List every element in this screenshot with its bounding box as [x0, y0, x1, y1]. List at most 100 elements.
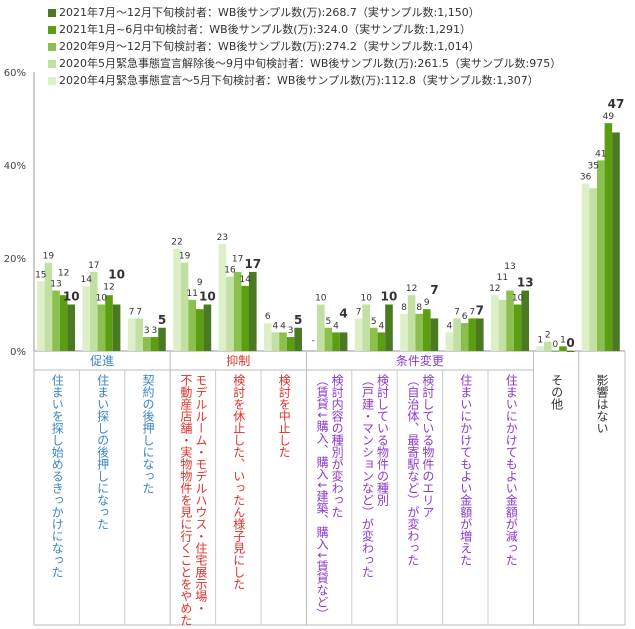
- category-label: 検討を中止した: [277, 374, 292, 458]
- bar-value-label: 4: [333, 321, 339, 331]
- category-label: 検討している物件の種別 （戸建・マンションなど）が変わった: [360, 374, 390, 578]
- category-label: 検討内容の種別が変わった （賃貸↓購入、購入↓建築、購入↓賃貸など）: [315, 374, 345, 621]
- bar: [559, 346, 567, 351]
- bar-value-label: 22: [171, 238, 182, 248]
- bar-value-label: 47: [608, 97, 625, 111]
- bar-value-label: 11: [497, 273, 508, 283]
- bar: [82, 285, 90, 351]
- bar: [127, 318, 136, 351]
- bar-value-label: 8: [416, 303, 422, 313]
- bar: [362, 304, 370, 351]
- bar-value-label: 23: [217, 233, 228, 243]
- bar: [241, 285, 249, 351]
- bar: [407, 295, 416, 351]
- bar: [196, 309, 204, 351]
- bar: [59, 295, 68, 351]
- group-label: 条件変更: [396, 353, 444, 368]
- bar-value-label: 12: [406, 284, 417, 294]
- category-label: 検討している物件のエリア （自治体、最寄駅など）が変わった: [405, 374, 435, 566]
- bar-value-label: 10: [96, 294, 108, 304]
- bar-value-label: 4: [280, 321, 286, 331]
- y-tick-label: 20%: [4, 254, 26, 265]
- bar: [158, 327, 166, 351]
- bar: [544, 341, 552, 351]
- bar: [218, 244, 227, 351]
- bar-value-label: 17: [244, 257, 261, 271]
- bar-value-label: 11: [186, 289, 197, 299]
- category-label: 契約の後押しになった: [141, 374, 155, 494]
- bar-value-label: 5: [371, 317, 377, 327]
- bar-value-label: 7: [136, 307, 142, 317]
- legend-item: 2021年1月~6月中旬検討者：WB後サンプル数(万):324.0（実サンプル数…: [48, 21, 561, 38]
- bar: [354, 318, 363, 351]
- bar: [188, 299, 196, 351]
- bar: [604, 123, 613, 352]
- legend-item: 2020年5月緊急事態宣言解除後～9月中旬検討者：WB後サンプル数(万):261…: [48, 55, 561, 72]
- y-tick-label: 0%: [10, 347, 26, 358]
- bar: [264, 323, 272, 351]
- bar-value-label: 10: [63, 290, 80, 304]
- category-label: モデルルーム・モデルハウス・住宅展示場・ 不動産店舗・実物物件を見に行くことをや…: [178, 374, 208, 626]
- bar: [249, 271, 257, 351]
- bar-value-label: 3: [144, 326, 150, 336]
- y-tick-label: 40%: [4, 161, 26, 172]
- bar: [430, 318, 439, 351]
- bar: [453, 318, 461, 351]
- bar-value-label: 6: [265, 312, 271, 322]
- bar-value-label: 10: [381, 290, 398, 304]
- bar-value-label: 16: [224, 266, 236, 276]
- bar-value-label: 3: [288, 326, 294, 336]
- bar-value-label: 10: [108, 268, 125, 282]
- bar-value-label: 7: [476, 303, 484, 317]
- bar-value-label: 15: [35, 270, 46, 280]
- bar-value-label: 10: [512, 294, 524, 304]
- bar-value-label: 5: [294, 313, 302, 327]
- bar: [536, 346, 544, 351]
- bar-value-label: 4: [447, 321, 453, 331]
- bar-value-label: 12: [103, 283, 114, 293]
- bar-value-label: 19: [179, 252, 191, 262]
- bar: [521, 290, 529, 351]
- bar: [67, 304, 75, 351]
- legend-swatch: [48, 8, 56, 17]
- bar: [476, 318, 484, 351]
- bar-value-label: 2: [545, 331, 551, 341]
- bar-value-label: 8: [401, 303, 407, 313]
- bar-value-label: 1: [560, 335, 566, 345]
- bar-value-label: 7: [129, 307, 135, 317]
- bar-value-label: 13: [50, 280, 61, 290]
- bar-value-label: 12: [58, 269, 69, 279]
- bar-value-label: 10: [315, 294, 327, 304]
- bar: [233, 271, 242, 351]
- bar: [37, 281, 45, 351]
- bar: [445, 332, 454, 351]
- bar-value-label: 4: [339, 306, 347, 320]
- bar: [468, 318, 476, 351]
- bar-value-label: 10: [199, 290, 216, 304]
- bar: [589, 188, 597, 351]
- bar: [460, 323, 469, 351]
- bar: [112, 304, 121, 351]
- bar: [339, 332, 348, 351]
- legend-swatch: [48, 25, 56, 34]
- bar-value-label: 7: [469, 307, 475, 317]
- category-label: 住まいにかけてもよい金額が減った: [504, 374, 519, 566]
- bar: [385, 304, 393, 351]
- bar-value-label: 10: [360, 294, 372, 304]
- bar: [150, 337, 159, 351]
- bar: [294, 327, 302, 351]
- category-label: 住まいにかけてもよい金額が増えた: [458, 374, 473, 566]
- bar: [566, 351, 575, 352]
- bar: [513, 304, 522, 351]
- bar: [324, 327, 333, 351]
- bar-value-label: 7: [356, 307, 362, 317]
- bar-value-label: 4: [379, 321, 385, 331]
- bar-value-label: 1: [537, 335, 543, 345]
- legend-item: 2020年4月緊急事態宣言～5月下旬検討者：WB後サンプル数(万):112.8（…: [48, 72, 561, 89]
- bar: [400, 313, 408, 351]
- legend-swatch: [48, 42, 56, 51]
- bar-value-label: 36: [580, 173, 592, 183]
- bar-value-label: 19: [43, 252, 55, 262]
- bar: [332, 332, 340, 351]
